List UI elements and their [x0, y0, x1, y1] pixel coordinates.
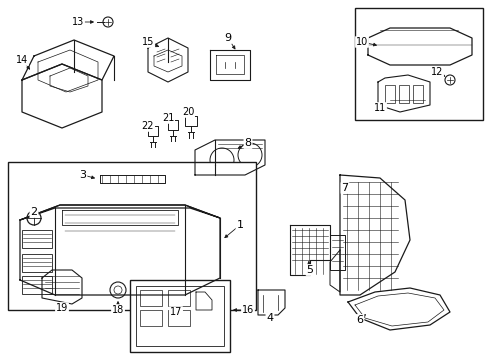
Bar — [354, 8, 482, 120]
Bar — [140, 290, 162, 306]
Text: 5: 5 — [306, 265, 313, 275]
Text: 4: 4 — [266, 313, 273, 323]
Bar — [22, 230, 52, 248]
Text: 21: 21 — [162, 113, 174, 123]
Bar — [136, 286, 224, 346]
Text: 10: 10 — [355, 37, 367, 47]
Text: 1: 1 — [236, 220, 243, 230]
Text: 2: 2 — [30, 207, 38, 217]
Bar — [130, 280, 229, 352]
Text: 11: 11 — [373, 103, 386, 113]
Text: 22: 22 — [142, 121, 154, 131]
Bar — [8, 162, 256, 310]
Bar — [412, 85, 422, 103]
Text: 13: 13 — [72, 17, 84, 27]
Text: 14: 14 — [16, 55, 28, 65]
Bar — [168, 290, 190, 306]
Text: 3: 3 — [80, 170, 86, 180]
Text: 15: 15 — [142, 37, 154, 47]
Bar — [22, 254, 52, 272]
Text: 6: 6 — [356, 315, 363, 325]
Text: 8: 8 — [244, 138, 251, 148]
Text: 9: 9 — [224, 33, 231, 43]
Text: 18: 18 — [112, 305, 124, 315]
Text: 12: 12 — [430, 67, 442, 77]
Text: 20: 20 — [182, 107, 194, 117]
Bar — [384, 85, 394, 103]
Bar — [398, 85, 408, 103]
Text: 16: 16 — [242, 305, 254, 315]
Bar — [22, 276, 52, 294]
Text: 7: 7 — [341, 183, 348, 193]
Bar — [140, 310, 162, 326]
Text: 19: 19 — [56, 303, 68, 313]
Bar — [168, 310, 190, 326]
Text: 17: 17 — [169, 307, 182, 317]
